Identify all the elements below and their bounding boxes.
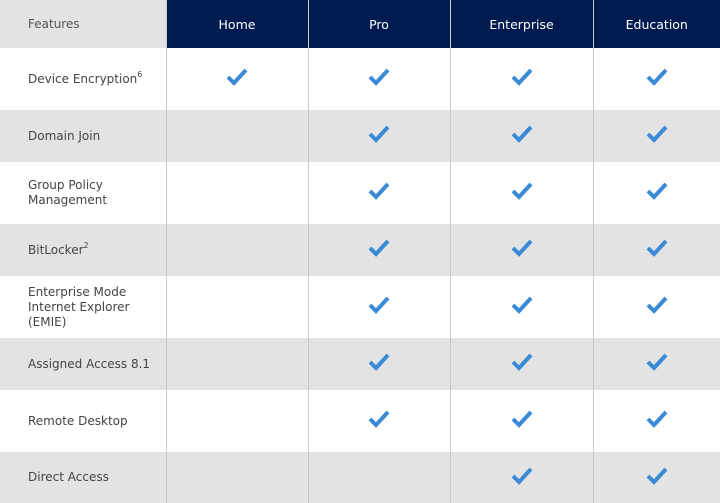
column-header-enterprise: Enterprise (449, 0, 593, 48)
feature-name: Remote Desktop (28, 413, 128, 428)
cell-enterprise (449, 162, 593, 224)
cell-home (165, 452, 308, 503)
cell-home (165, 110, 308, 162)
column-header-pro: Pro (307, 0, 450, 48)
checkmark-icon (646, 410, 668, 428)
feature-name: Device Encryption6 (28, 69, 143, 86)
checkmark-icon (368, 239, 390, 257)
checkmark-icon (511, 239, 532, 257)
footnote-marker: 2 (83, 240, 89, 250)
cell-pro (307, 48, 450, 110)
cell-home (165, 390, 308, 452)
cell-home (165, 276, 308, 338)
cell-enterprise (449, 338, 593, 390)
checkmark-icon (646, 239, 668, 257)
checkmark-icon (511, 125, 532, 143)
feature-name: Assigned Access 8.1 (0, 338, 166, 390)
checkmark-icon (646, 68, 668, 86)
checkmark-icon (646, 125, 668, 143)
checkmark-icon (511, 467, 532, 485)
cell-enterprise (449, 452, 593, 503)
cell-home (165, 338, 308, 390)
checkmark-icon (511, 353, 532, 371)
cell-enterprise (449, 48, 593, 110)
cell-pro (307, 338, 450, 390)
checkmark-icon (368, 410, 390, 428)
column-header-features: Features (0, 0, 166, 48)
checkmark-icon (368, 296, 390, 314)
cell-pro (307, 224, 450, 276)
table-row: Assigned Access 8.1 (0, 338, 720, 390)
checkmark-icon (646, 467, 668, 485)
checkmark-icon (511, 410, 532, 428)
checkmark-icon (511, 182, 532, 200)
table-row: Group Policy Management (0, 162, 720, 224)
cell-pro (307, 110, 450, 162)
table-row: Device Encryption6 (0, 48, 720, 110)
cell-pro (307, 390, 450, 452)
feature-name: Direct Access (0, 452, 166, 503)
cell-education (592, 276, 720, 338)
checkmark-icon (368, 353, 390, 371)
checkmark-icon (368, 125, 390, 143)
table-row: Remote Desktop (0, 390, 720, 452)
table-row: Enterprise Mode Internet Explorer (EMIE) (0, 276, 720, 338)
feature-name: BitLocker2 (0, 224, 166, 276)
cell-education (592, 338, 720, 390)
cell-education (592, 224, 720, 276)
cell-enterprise (449, 276, 593, 338)
checkmark-icon (226, 68, 248, 86)
cell-education (592, 390, 720, 452)
checkmark-icon (368, 68, 390, 86)
checkmark-icon (646, 182, 668, 200)
feature-name: Enterprise Mode Internet Explorer (EMIE) (28, 284, 130, 329)
checkmark-icon (511, 296, 532, 314)
checkmark-icon (646, 353, 668, 371)
cell-home (165, 48, 308, 110)
cell-education (592, 110, 720, 162)
cell-enterprise (449, 224, 593, 276)
checkmark-icon (511, 68, 532, 86)
cell-pro (307, 452, 450, 503)
cell-home (165, 162, 308, 224)
cell-pro (307, 276, 450, 338)
cell-home (165, 224, 308, 276)
table-row: Direct Access (0, 452, 720, 503)
cell-enterprise (449, 110, 593, 162)
footnote-marker: 6 (137, 69, 143, 79)
column-header-home: Home (165, 0, 308, 48)
checkmark-icon (368, 182, 390, 200)
cell-enterprise (449, 390, 593, 452)
cell-pro (307, 162, 450, 224)
cell-education (592, 48, 720, 110)
column-header-education: Education (592, 0, 720, 48)
cell-education (592, 162, 720, 224)
cell-education (592, 452, 720, 503)
table-row: BitLocker2 (0, 224, 720, 276)
feature-name: Domain Join (0, 110, 166, 162)
table-row: Domain Join (0, 110, 720, 162)
checkmark-icon (646, 296, 668, 314)
header-row: Features Home Pro Enterprise Education (0, 0, 720, 48)
feature-name: Group Policy Management (28, 178, 108, 207)
